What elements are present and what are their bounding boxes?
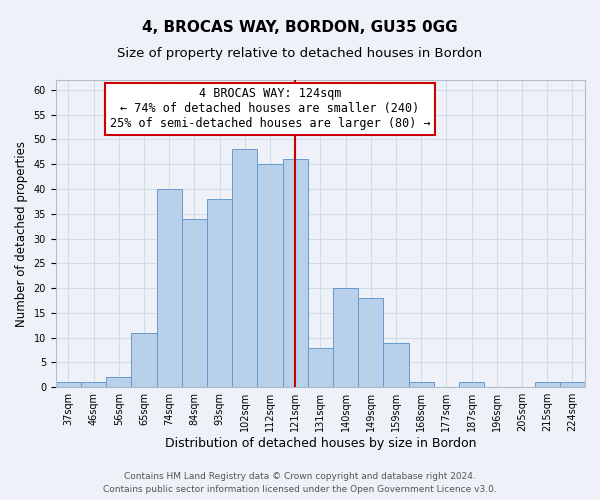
- Bar: [560, 382, 585, 387]
- Bar: [131, 332, 157, 387]
- Bar: [358, 298, 383, 387]
- Bar: [383, 342, 409, 387]
- Bar: [157, 189, 182, 387]
- Text: 4 BROCAS WAY: 124sqm
← 74% of detached houses are smaller (240)
25% of semi-deta: 4 BROCAS WAY: 124sqm ← 74% of detached h…: [110, 88, 430, 130]
- Bar: [308, 348, 333, 387]
- Text: Contains public sector information licensed under the Open Government Licence v3: Contains public sector information licen…: [103, 485, 497, 494]
- Text: Contains HM Land Registry data © Crown copyright and database right 2024.: Contains HM Land Registry data © Crown c…: [124, 472, 476, 481]
- Text: Size of property relative to detached houses in Bordon: Size of property relative to detached ho…: [118, 48, 482, 60]
- Bar: [106, 378, 131, 387]
- Bar: [257, 164, 283, 387]
- Bar: [535, 382, 560, 387]
- Bar: [283, 160, 308, 387]
- Bar: [232, 150, 257, 387]
- Y-axis label: Number of detached properties: Number of detached properties: [15, 140, 28, 326]
- Text: 4, BROCAS WAY, BORDON, GU35 0GG: 4, BROCAS WAY, BORDON, GU35 0GG: [142, 20, 458, 35]
- X-axis label: Distribution of detached houses by size in Bordon: Distribution of detached houses by size …: [164, 437, 476, 450]
- Bar: [207, 199, 232, 387]
- Bar: [409, 382, 434, 387]
- Bar: [459, 382, 484, 387]
- Bar: [56, 382, 81, 387]
- Bar: [182, 218, 207, 387]
- Bar: [333, 288, 358, 387]
- Bar: [81, 382, 106, 387]
